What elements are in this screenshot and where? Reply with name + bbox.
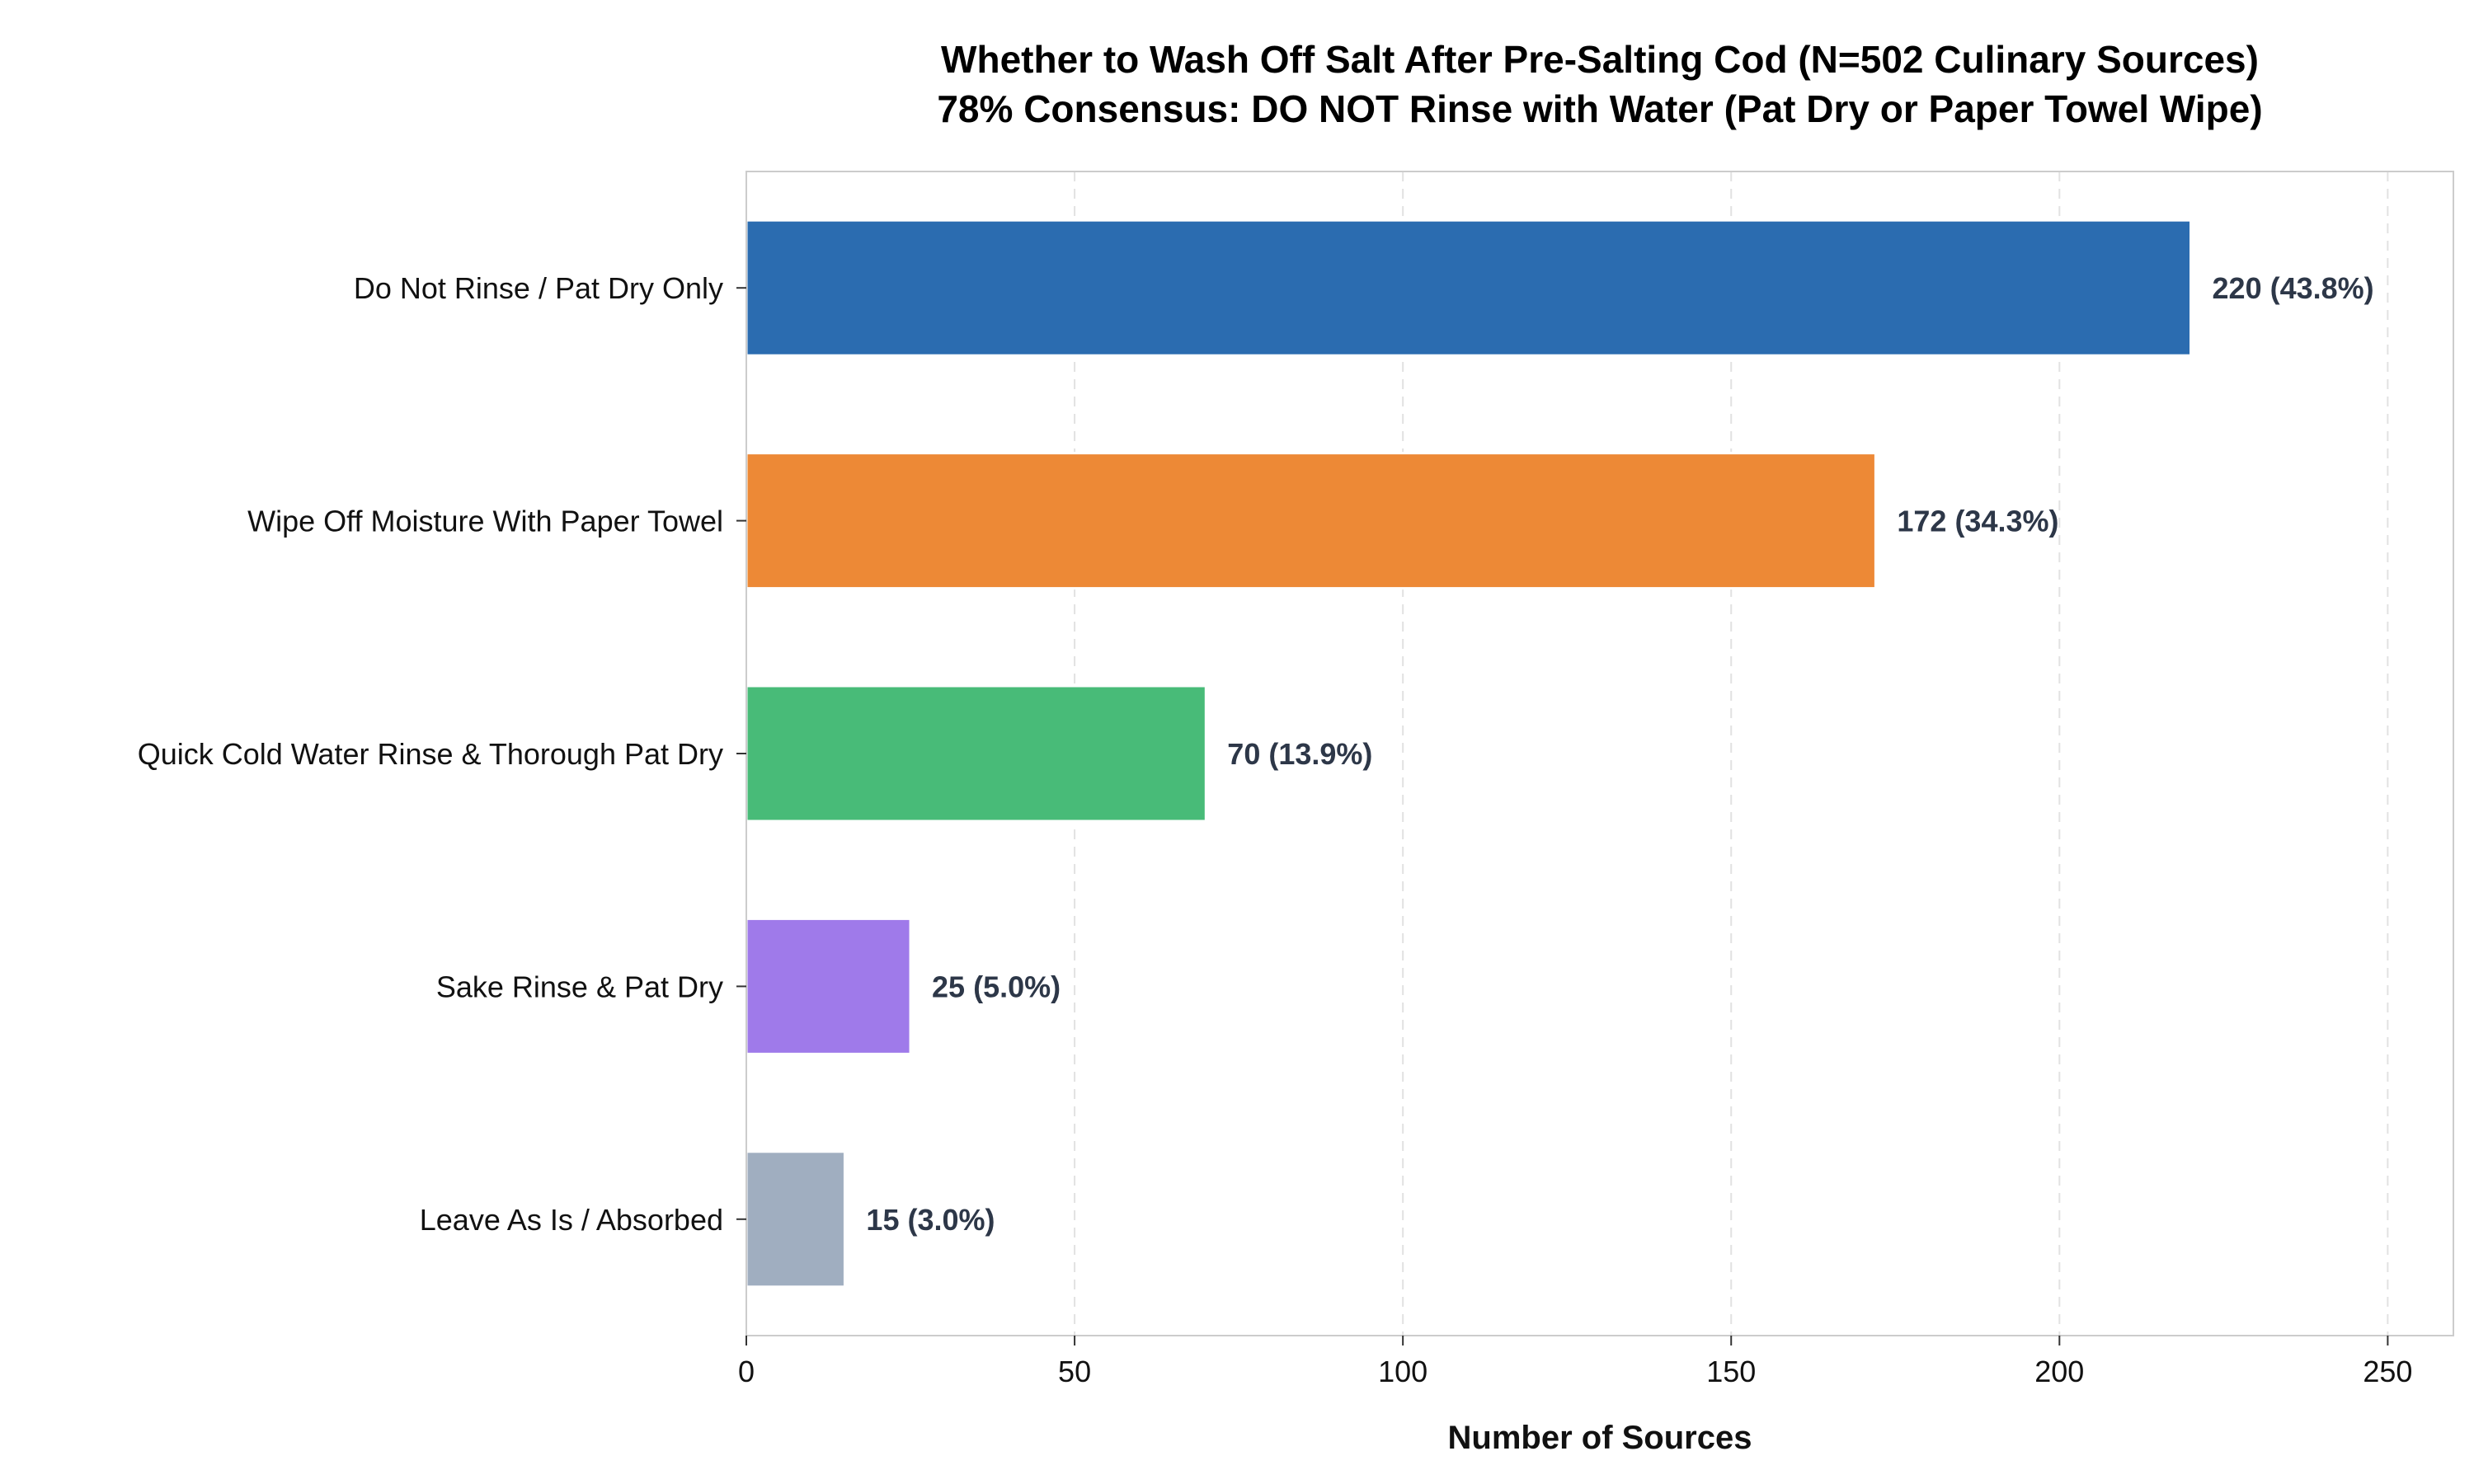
chart-title-line-1: Whether to Wash Off Salt After Pre-Salti… bbox=[941, 38, 2259, 81]
data-label-5: 15 (3.0%) bbox=[866, 1203, 995, 1237]
category-label-1: Do Not Rinse / Pat Dry Only bbox=[354, 271, 723, 305]
bar-4 bbox=[745, 917, 912, 1055]
data-label-2: 172 (34.3%) bbox=[1897, 505, 2058, 538]
bar-3 bbox=[745, 684, 1207, 823]
x-tick-label-150: 150 bbox=[1706, 1355, 1756, 1388]
x-tick-label-250: 250 bbox=[2363, 1355, 2412, 1388]
bar-5 bbox=[745, 1150, 846, 1289]
x-tick-label-200: 200 bbox=[2034, 1355, 2084, 1388]
data-label-4: 25 (5.0%) bbox=[932, 970, 1061, 1003]
x-tick-label-0: 0 bbox=[738, 1355, 755, 1388]
category-label-5: Leave As Is / Absorbed bbox=[420, 1203, 723, 1237]
x-tick-label-100: 100 bbox=[1378, 1355, 1427, 1388]
data-label-1: 220 (43.8%) bbox=[2213, 271, 2374, 305]
chart-title-group: Whether to Wash Off Salt After Pre-Salti… bbox=[937, 38, 2262, 130]
bar-2 bbox=[745, 452, 1877, 590]
bar-1 bbox=[745, 218, 2193, 357]
data-labels: 220 (43.8%) 172 (34.3%) 70 (13.9%) 25 (5.0%… bbox=[866, 271, 2373, 1237]
y-axis-categories: Do Not Rinse / Pat Dry Only Wipe Off Mois… bbox=[138, 271, 746, 1237]
category-label-3: Quick Cold Water Rinse & Thorough Pat Dr… bbox=[138, 737, 723, 771]
chart-title-line-2: 78% Consensus: DO NOT Rinse with Water (… bbox=[937, 87, 2262, 130]
bars bbox=[745, 218, 2193, 1289]
x-tick-label-50: 50 bbox=[1058, 1355, 1091, 1388]
x-axis-label: Number of Sources bbox=[1448, 1420, 1752, 1456]
category-label-2: Wipe Off Moisture With Paper Towel bbox=[247, 505, 723, 538]
data-label-3: 70 (13.9%) bbox=[1227, 737, 1372, 771]
category-label-4: Sake Rinse & Pat Dry bbox=[436, 970, 723, 1003]
x-axis-ticks: 0 50 100 150 200 250 bbox=[738, 1336, 2412, 1388]
